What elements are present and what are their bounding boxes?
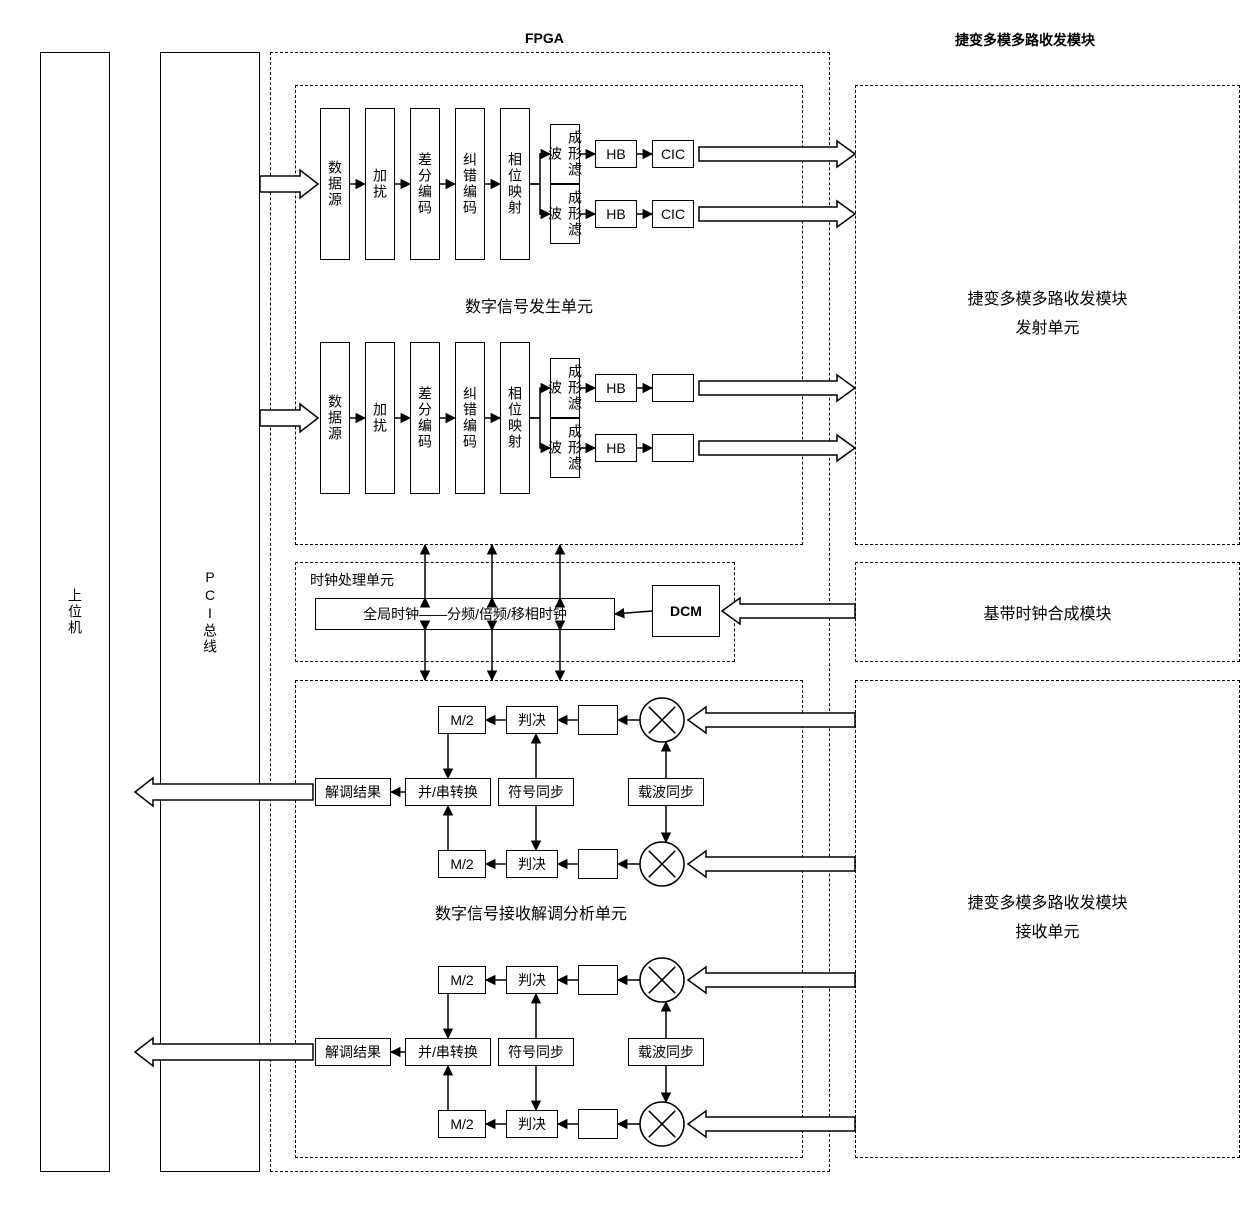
- pci-bus: PCI总线: [160, 52, 260, 1172]
- host-computer: 上位机: [40, 52, 110, 1172]
- err-code-1: 纠错编码: [455, 342, 485, 494]
- filter-icon: [578, 705, 618, 735]
- ps-conv-1: 并/串转换: [405, 1038, 491, 1066]
- filter-icon: [578, 1109, 618, 1139]
- dcm: DCM: [652, 585, 720, 637]
- shaping-0-0: 成形滤波: [550, 124, 580, 184]
- m2-0-0: M/2: [438, 706, 486, 734]
- right-tx-unit: 捷变多模多路收发模块 发射单元: [855, 85, 1240, 545]
- right-tx-label: 捷变多模多路收发模块 发射单元: [967, 286, 1127, 344]
- right-rx-label: 捷变多模多路收发模块 接收单元: [967, 890, 1127, 948]
- shaping-1-1: 成形滤波: [550, 418, 580, 478]
- carrier-sync-0: 载波同步: [628, 778, 704, 806]
- decide-1-0: 判决: [506, 966, 558, 994]
- shaping-0-1: 成形滤波: [550, 184, 580, 244]
- scramble-1: 加扰: [365, 342, 395, 494]
- blank-1-0: [652, 374, 694, 402]
- data-source-0: 数据源: [320, 108, 350, 260]
- hb-0-1: HB: [595, 200, 637, 228]
- right-clk-unit: 基带时钟合成模块: [855, 562, 1240, 662]
- global-clock: 全局时钟——分频/倍频/移相时钟: [315, 598, 615, 630]
- rx-unit-title: 数字信号接收解调分析单元: [435, 900, 627, 924]
- bus-label: PCI总线: [200, 569, 220, 655]
- fpga-title: FPGA: [525, 30, 564, 46]
- right-title: 捷变多模多路收发模块: [955, 30, 1095, 50]
- decide-1-1: 判决: [506, 1110, 558, 1138]
- m2-1-1: M/2: [438, 1110, 486, 1138]
- m2-0-1: M/2: [438, 850, 486, 878]
- ps-conv-0: 并/串转换: [405, 778, 491, 806]
- hb-1-0: HB: [595, 374, 637, 402]
- scramble-0: 加扰: [365, 108, 395, 260]
- demod-1: 解调结果: [315, 1038, 391, 1066]
- m2-1-0: M/2: [438, 966, 486, 994]
- filter-icon: [578, 849, 618, 879]
- err-code-0: 纠错编码: [455, 108, 485, 260]
- diff-code-0: 差分编码: [410, 108, 440, 260]
- phase-map-1: 相位映射: [500, 342, 530, 494]
- cic-0-0: CIC: [652, 140, 694, 168]
- host-label: 上位机: [65, 588, 85, 636]
- filter-icon: [578, 965, 618, 995]
- diff-code-1: 差分编码: [410, 342, 440, 494]
- phase-map-0: 相位映射: [500, 108, 530, 260]
- right-rx-unit: 捷变多模多路收发模块 接收单元: [855, 680, 1240, 1158]
- cic-0-1: CIC: [652, 200, 694, 228]
- hb-1-1: HB: [595, 434, 637, 462]
- demod-0: 解调结果: [315, 778, 391, 806]
- right-clk-label: 基带时钟合成模块: [983, 600, 1111, 624]
- clock-unit-title: 时钟处理单元: [310, 570, 394, 590]
- symbol-sync-0: 符号同步: [498, 778, 574, 806]
- blank-1-1: [652, 434, 694, 462]
- hb-0-0: HB: [595, 140, 637, 168]
- decide-0-1: 判决: [506, 850, 558, 878]
- shaping-1-0: 成形滤波: [550, 358, 580, 418]
- decide-0-0: 判决: [506, 706, 558, 734]
- symbol-sync-1: 符号同步: [498, 1038, 574, 1066]
- tx-unit-title: 数字信号发生单元: [465, 293, 593, 317]
- data-source-1: 数据源: [320, 342, 350, 494]
- carrier-sync-1: 载波同步: [628, 1038, 704, 1066]
